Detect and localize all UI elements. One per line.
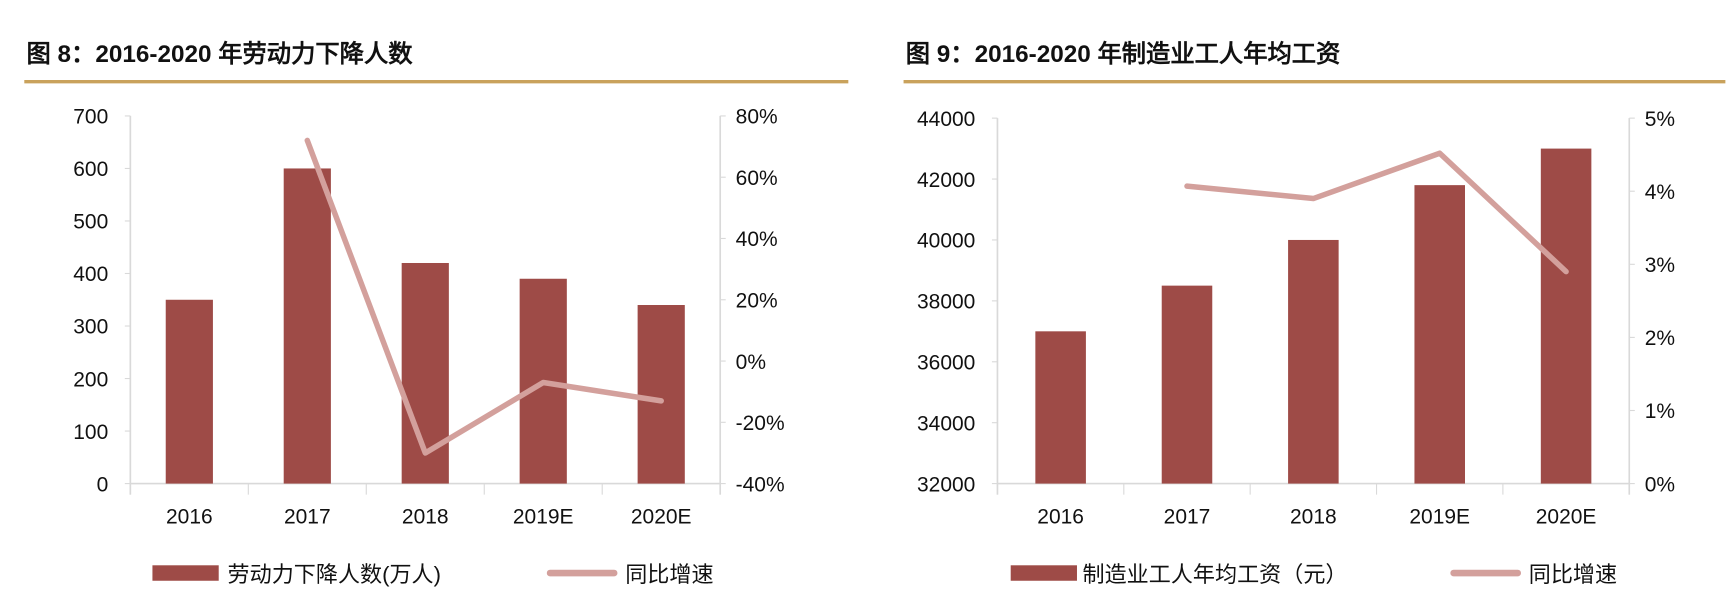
bar-2020E xyxy=(1540,148,1592,484)
y2-tick-label: 60% xyxy=(736,167,778,190)
y-tick-label: 0 xyxy=(97,473,109,496)
x-tick-label: 2019E xyxy=(513,505,574,528)
x-tick-label: 2019E xyxy=(1409,505,1470,528)
y2-tick-label: 3% xyxy=(1645,254,1675,277)
y-tick-label: 40000 xyxy=(917,230,975,253)
bar-2020E xyxy=(637,305,685,484)
y2-tick-label: -40% xyxy=(736,473,785,496)
legend-line-label: 同比增速 xyxy=(1529,562,1617,587)
y-tick-label: 42000 xyxy=(917,169,975,192)
y2-tick-label: 4% xyxy=(1645,181,1675,204)
chart-2: 图 9：2016-2020 年制造业工人年均工资 32000 34000 36000 3… xyxy=(903,40,1726,587)
x-tick-label: 2020E xyxy=(1536,505,1597,528)
x-tick-label: 2020E xyxy=(631,505,692,528)
y-tick-label: 600 xyxy=(73,158,108,181)
y2-tick-label: -20% xyxy=(736,412,785,435)
y-tick-label: 500 xyxy=(73,211,108,234)
y2-tick-label: 2% xyxy=(1645,327,1675,350)
y-tick-label: 38000 xyxy=(917,291,975,314)
x-tick-label: 2017 xyxy=(1164,505,1211,528)
growth-line xyxy=(304,137,664,456)
y2-tick-label: 40% xyxy=(736,228,778,251)
bar-2016 xyxy=(165,299,213,484)
y-tick-label: 400 xyxy=(73,263,108,286)
y2-tick-label: 80% xyxy=(736,106,778,129)
x-tick-label: 2018 xyxy=(402,505,449,528)
x-tick-label: 2017 xyxy=(284,505,331,528)
legend-bar-label: 制造业工人年均工资（元） xyxy=(1083,562,1348,587)
legend-bar-swatch xyxy=(152,565,219,581)
y-tick-label: 34000 xyxy=(917,412,975,435)
y-tick-label: 700 xyxy=(73,106,108,129)
y2-tick-label: 20% xyxy=(736,289,778,312)
chart-1: 图 8：2016-2020 年劳动力下降人数 0 100 200 300 400 500 60… xyxy=(24,40,849,587)
y-tick-label: 300 xyxy=(73,316,108,339)
legend-bar-label: 劳动力下降人数(万人) xyxy=(228,562,441,587)
bar-2018 xyxy=(1288,239,1339,484)
y-tick-label: 44000 xyxy=(917,108,975,131)
bar-2019E xyxy=(1414,185,1465,484)
chart-title: 图 9：2016-2020 年制造业工人年均工资 xyxy=(906,40,1341,68)
legend-bar-swatch xyxy=(1010,565,1077,581)
y2-tick-label: 5% xyxy=(1645,108,1675,131)
y-tick-label: 100 xyxy=(73,421,108,444)
y2-tick-label: 0% xyxy=(1645,473,1675,496)
bar-2016 xyxy=(1035,331,1086,484)
y2-tick-label: 1% xyxy=(1645,400,1675,423)
chart-title: 图 8：2016-2020 年劳动力下降人数 xyxy=(27,40,414,68)
bar-2017 xyxy=(283,168,331,484)
x-tick-label: 2018 xyxy=(1290,505,1337,528)
x-tick-label: 2016 xyxy=(1037,505,1084,528)
y2-tick-label: 0% xyxy=(736,351,766,374)
y-tick-label: 32000 xyxy=(917,473,975,496)
y-tick-label: 36000 xyxy=(917,352,975,375)
legend-line-label: 同比增速 xyxy=(625,562,713,587)
x-tick-label: 2016 xyxy=(166,505,213,528)
y-tick-label: 200 xyxy=(73,368,108,391)
growth-line xyxy=(1184,150,1569,275)
bar-2017 xyxy=(1161,285,1213,484)
